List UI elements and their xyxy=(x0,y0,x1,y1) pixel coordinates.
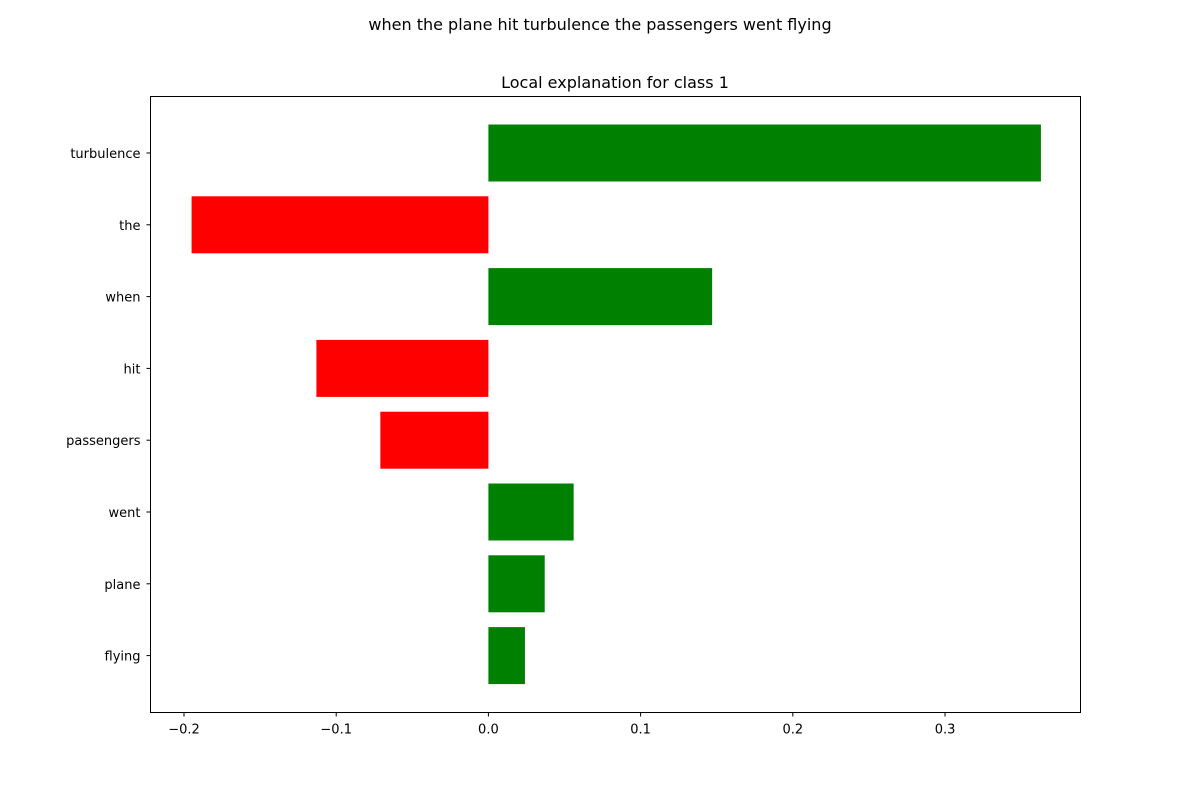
bar-passengers xyxy=(380,411,489,469)
y-tick-label: hit xyxy=(124,362,141,377)
bar-went xyxy=(488,483,574,541)
x-tick-label: 0.2 xyxy=(782,723,803,738)
x-tick-label: −0.1 xyxy=(320,723,352,738)
x-tick-label: 0.3 xyxy=(935,723,956,738)
bar-flying xyxy=(488,627,525,685)
y-tick-label: went xyxy=(109,506,141,521)
bar-when xyxy=(488,268,713,326)
plot-area-frame xyxy=(150,96,1081,713)
x-tick-label: 0.1 xyxy=(630,723,651,738)
x-tick-label: 0.0 xyxy=(478,723,499,738)
bar-the xyxy=(191,196,489,254)
bar-turbulence xyxy=(488,124,1041,182)
y-tick-label: when xyxy=(105,291,140,306)
y-axis-ticks: turbulence the when hit passengers went plane f… xyxy=(66,147,151,665)
bar-plane xyxy=(488,555,545,613)
y-tick-label: the xyxy=(119,219,140,234)
y-tick-label: passengers xyxy=(66,434,141,449)
bars-layer xyxy=(191,124,1041,685)
figure-suptitle: when the plane hit turbulence the passen… xyxy=(368,15,831,34)
y-tick-label: flying xyxy=(105,650,141,665)
x-axis-ticks: −0.2 −0.1 0.0 0.1 0.2 0.3 xyxy=(168,712,956,738)
chart-title: Local explanation for class 1 xyxy=(501,73,729,92)
y-tick-label: plane xyxy=(104,578,140,593)
y-tick-label: turbulence xyxy=(70,147,140,162)
bar-hit xyxy=(316,339,489,397)
x-tick-label: −0.2 xyxy=(168,723,200,738)
